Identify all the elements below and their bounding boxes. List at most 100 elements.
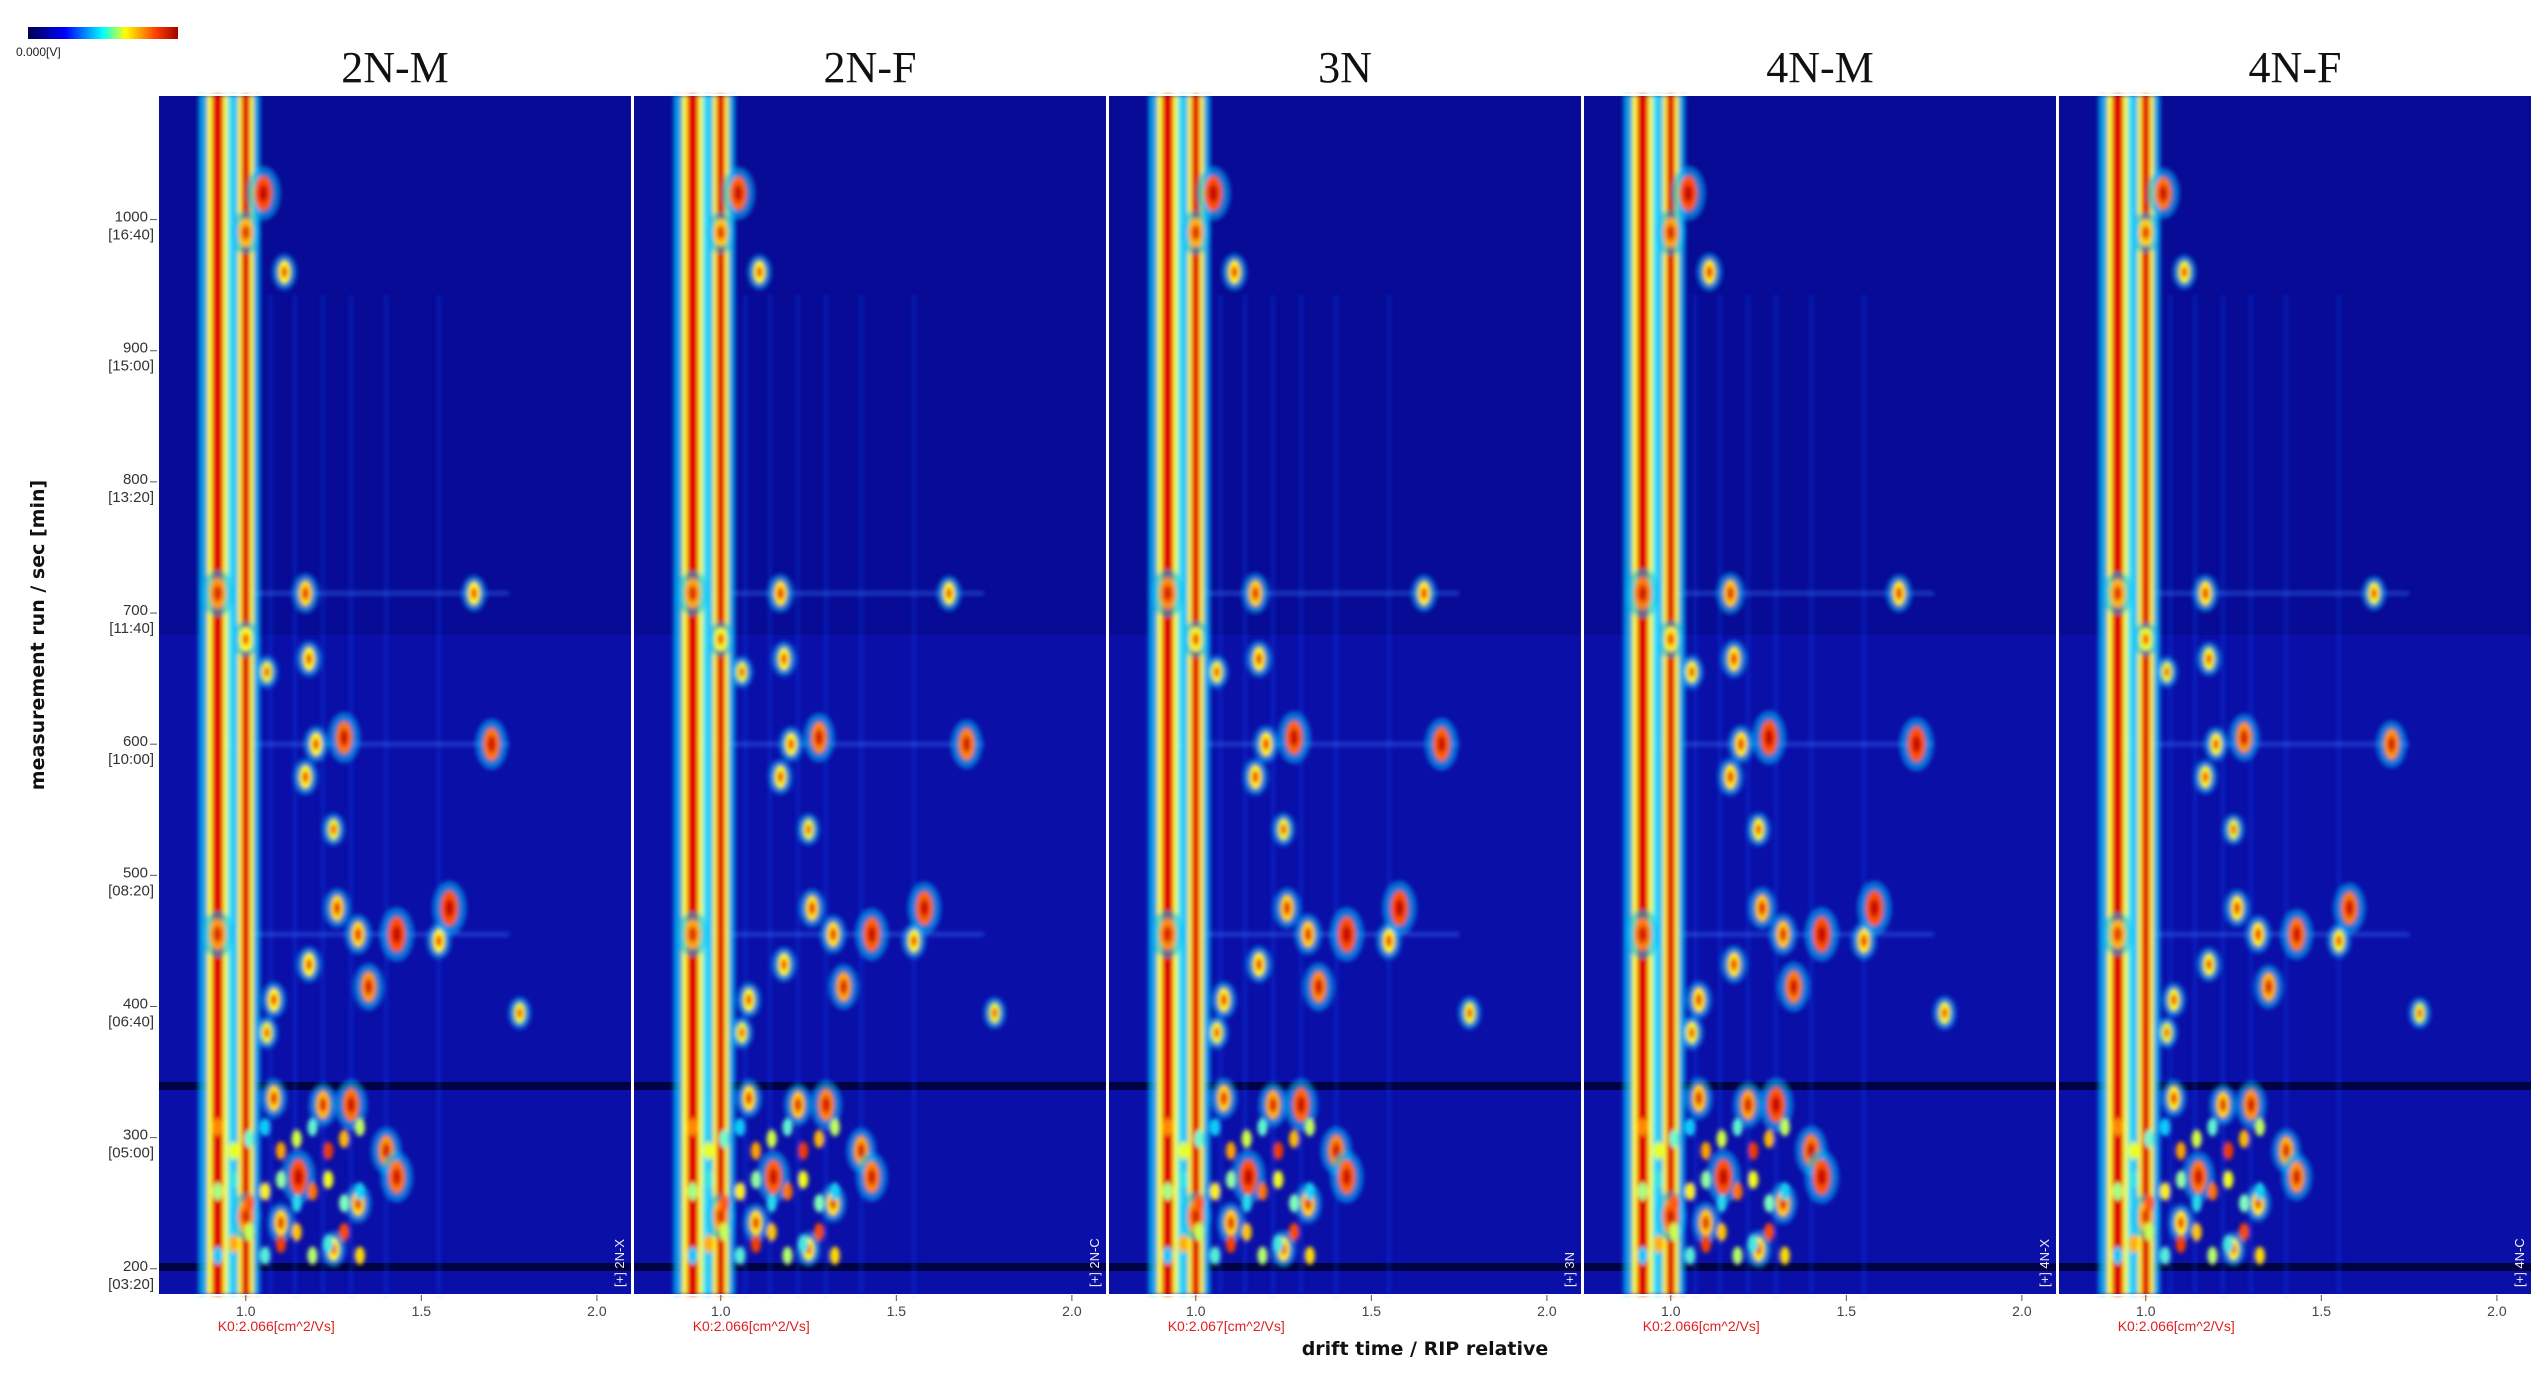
cluster-peak (703, 1170, 714, 1189)
cluster-peak (782, 1182, 793, 1201)
peak-core (1437, 735, 1446, 753)
cluster-peak (735, 1118, 746, 1137)
ion-trail (703, 742, 985, 747)
cluster-peak (687, 1118, 698, 1137)
y-tick-label: 300 (123, 1127, 148, 1144)
peak-core (270, 1091, 278, 1105)
peak-core (1213, 1027, 1220, 1039)
peak-core (435, 934, 443, 947)
cluster-peak (814, 1194, 825, 1213)
panel-title: 4N-M (1766, 43, 1874, 92)
cluster-peak (2254, 1182, 2265, 1201)
peak-core (2142, 225, 2150, 240)
peak-core (2205, 653, 2213, 665)
peak-core (1895, 587, 1903, 600)
cluster-peak (2144, 1129, 2155, 1148)
peak-core (1208, 184, 1218, 203)
cluster-peak (766, 1129, 777, 1148)
peak-core (1342, 1168, 1352, 1186)
cluster-peak (339, 1129, 350, 1148)
cluster-peak (829, 1118, 840, 1137)
cluster-peak (1748, 1141, 1759, 1160)
peak-core (780, 958, 788, 971)
x-tick-label: 2.0 (587, 1303, 607, 1319)
cluster-peak (1257, 1118, 1268, 1137)
drift-streak (824, 295, 828, 1295)
peak-core (258, 184, 268, 203)
peak-core (2170, 1092, 2178, 1105)
cluster-peak (260, 1246, 271, 1265)
sample-label: [+] 4N-X (2037, 1239, 2052, 1287)
peak-core (2254, 928, 2262, 941)
cluster-peak (829, 1246, 840, 1265)
y-tick-label: 400 (123, 995, 148, 1012)
ion-trail (2128, 742, 2410, 747)
peak-core (745, 1091, 753, 1105)
peak-core (1220, 993, 1228, 1007)
cluster-peak (1241, 1129, 1252, 1148)
cluster-peak (291, 1194, 302, 1213)
rip-band-core (1162, 95, 1174, 1295)
cluster-peak (244, 1223, 255, 1242)
drift-streak (1774, 295, 1778, 1295)
drift-streak (1299, 295, 1303, 1295)
peak-core (1667, 632, 1675, 646)
peak-core (2240, 729, 2249, 746)
peak-core (808, 901, 816, 915)
cluster-peak (2160, 1118, 2171, 1137)
cluster-peak (2191, 1223, 2202, 1242)
y-tick-sublabel: [08:20] (108, 882, 154, 899)
cluster-peak (323, 1141, 334, 1160)
panel-title: 2N-M (341, 43, 449, 92)
peak-core (821, 1096, 831, 1113)
rip-band-core (2141, 95, 2150, 1295)
peak-core (2292, 925, 2302, 943)
peak-core (1941, 1007, 1948, 1019)
cluster-peak (2191, 1194, 2202, 1213)
x-tick-label: 1.0 (236, 1303, 256, 1319)
heatmap-panel-4n-m: 4N-M 1.0 1.5 2.0 K0:2.066[cm^2/Vs] [+] 4N-X (1582, 43, 2058, 1334)
peak-core (1220, 1091, 1228, 1106)
cluster-peak (323, 1234, 334, 1253)
peak-core (1683, 184, 1693, 203)
cluster-peak (2254, 1118, 2265, 1137)
peak-core (688, 585, 697, 601)
cluster-peak (735, 1182, 746, 1201)
k0-label: K0:2.067[cm^2/Vs] (1168, 1318, 1285, 1334)
dark-band (1108, 1082, 1582, 1090)
drift-streak (796, 295, 800, 1295)
drift-streak (1271, 295, 1275, 1295)
y-axis: 1000[16:40] 900[15:00] 800[13:20] 700[11:40… (108, 209, 158, 1293)
peak-core (301, 586, 309, 600)
peak-core (1296, 1096, 1306, 1114)
x-tick-label: 1.0 (2136, 1303, 2156, 1319)
cluster-peak (1210, 1246, 1221, 1265)
cluster-peak (1653, 1141, 1664, 1160)
cluster-peak (814, 1223, 825, 1242)
k0-label: K0:2.066[cm^2/Vs] (693, 1318, 810, 1334)
cluster-peak (703, 1141, 714, 1160)
rip-band-secondary (2126, 95, 2133, 1295)
cluster-peak (1273, 1141, 1284, 1160)
heatmap-panels: 2N-M1.0 1.5 2.0K0:2.066[cm^2/Vs][+] 2N-X2N… (157, 43, 2533, 1334)
rip-band-secondary (226, 95, 233, 1295)
cluster-peak (339, 1223, 350, 1242)
cluster-peak (687, 1182, 698, 1201)
cluster-peak (1669, 1223, 1680, 1242)
peak-core (392, 1168, 402, 1186)
cluster-peak (2112, 1182, 2123, 1201)
cluster-peak (1748, 1234, 1759, 1253)
peak-core (302, 770, 309, 783)
peak-core (1163, 585, 1172, 602)
cluster-peak (750, 1141, 761, 1160)
cluster-peak (1685, 1182, 1696, 1201)
cluster-peak (2207, 1246, 2218, 1265)
drift-streak (349, 295, 353, 1295)
cluster-peak (1289, 1129, 1300, 1148)
cluster-peak (2175, 1170, 2186, 1189)
cluster-peak (339, 1194, 350, 1213)
cluster-peak (260, 1182, 271, 1201)
y-tick-label: 600 (123, 733, 148, 750)
peak-core (354, 927, 362, 941)
cluster-peak (1304, 1118, 1315, 1137)
